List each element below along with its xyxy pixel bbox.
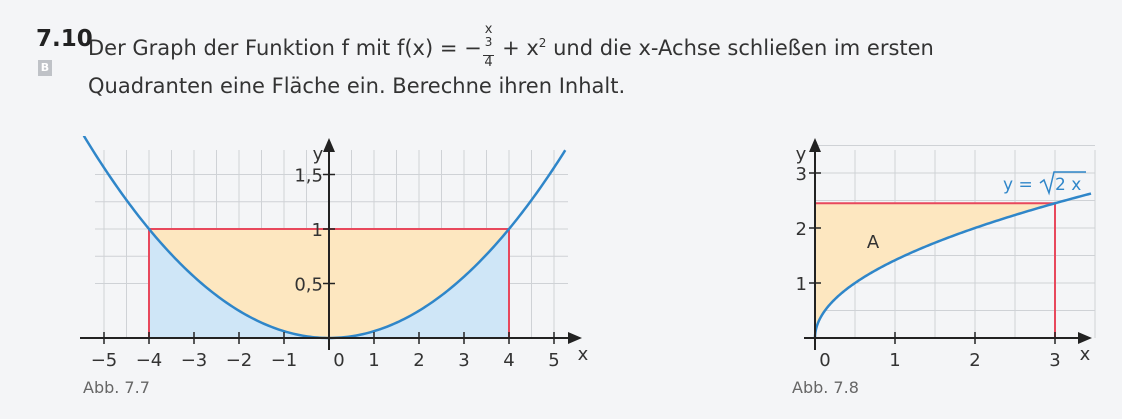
y-tick-label: 0,5: [294, 275, 323, 296]
figure-7-8-y-arrow: [809, 138, 821, 152]
y-tick-label: 1: [796, 274, 807, 295]
x-tick-label: 0: [819, 350, 830, 371]
figure-7-7: −5 −4 −3 −2 −1 0 1 2 3 4 5 0,5 1 1,5 x y: [80, 136, 589, 371]
figure-7-7-y-arrow: [323, 138, 335, 152]
x-tick-label: 2: [413, 350, 424, 371]
figure-7-7-x-label: x: [578, 344, 589, 365]
figure-7-8-y-ticks: 1 2 3: [796, 164, 821, 295]
x-tick-label: 1: [889, 350, 900, 371]
x-tick-label: −1: [271, 350, 298, 371]
figure-7-8-curve-label: y = 2 x: [1003, 171, 1086, 196]
figure-7-8-area-a: [815, 203, 1055, 338]
figure-7-8-sqrt-curve: [813, 192, 1092, 339]
formula-lhs: f(x) = −: [396, 36, 482, 60]
figure-7-8-curve-label-radicand: 2 x: [1055, 175, 1081, 195]
sqrt-radical-icon: [1039, 171, 1086, 196]
figure-7-8-caption: Abb. 7.8: [792, 378, 859, 397]
x-tick-label: −3: [181, 350, 208, 371]
x-tick-label: 3: [458, 350, 469, 371]
task-line2: Quadranten eine Fläche ein. Berechne ihr…: [88, 73, 626, 98]
figure-7-7-x-arrow: [568, 332, 582, 344]
y-tick-label: 2: [796, 219, 807, 240]
x-tick-label: 1: [368, 350, 379, 371]
figure-7-8-x-ticks: 0 1 2 3: [819, 332, 1061, 371]
formula-rhs: + x: [495, 36, 539, 60]
figure-7-8-curve-label-prefix: y =: [1003, 175, 1033, 195]
y-tick-label: 1: [312, 220, 323, 241]
task-line1-post: und die x-Achse schließen im ersten: [553, 36, 934, 60]
x-tick-label: −5: [91, 350, 118, 371]
task-text: Der Graph der Funktion f mit f(x) = − x 3 4…: [88, 23, 1098, 103]
x-tick-label: −4: [136, 350, 163, 371]
formula-rhs-exponent: 2: [538, 36, 547, 50]
function-formula: f(x) = − x 3 4 + x2: [396, 23, 547, 68]
figure-7-7-x-ticks: −5 −4 −3 −2 −1 0 1 2 3 4 5: [91, 332, 560, 371]
x-tick-label: 0: [333, 350, 344, 371]
y-tick-label: 3: [796, 164, 807, 185]
figure-7-8-x-arrow: [1078, 332, 1092, 344]
fraction-denominator: 4: [484, 54, 493, 70]
y-tick-label: 1,5: [294, 166, 323, 187]
fraction-numerator-base: x: [484, 22, 493, 38]
x-tick-label: 4: [503, 350, 514, 371]
task-line1-pre: Der Graph der Funktion f mit: [88, 36, 397, 60]
difficulty-badge: B: [38, 60, 52, 76]
x-tick-label: 2: [969, 350, 980, 371]
figure-7-8: 0 1 2 3 1 2 3 x y A y = 2 x: [796, 138, 1096, 371]
figure-7-7-y-label: y: [313, 144, 324, 165]
figure-7-7-y-ticks: 0,5 1 1,5: [294, 166, 335, 296]
figure-7-8-area-label: A: [867, 232, 880, 253]
x-tick-label: −2: [226, 350, 253, 371]
x-tick-label: 3: [1049, 350, 1060, 371]
figure-7-8-x-label: x: [1080, 344, 1091, 365]
fraction-numerator-exponent: 3: [484, 35, 493, 50]
task-number: 7.10: [36, 26, 93, 52]
figure-7-7-caption: Abb. 7.7: [83, 378, 150, 397]
figure-7-8-rectangle: [815, 202, 1056, 338]
figure-7-8-y-label: y: [796, 144, 807, 165]
x-tick-label: 5: [548, 350, 559, 371]
